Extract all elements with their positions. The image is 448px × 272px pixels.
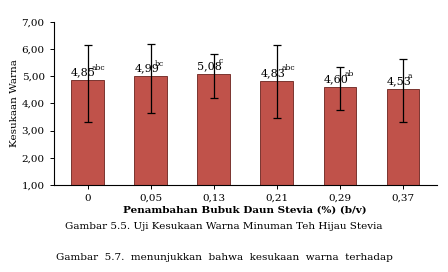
Text: a: a [407,72,412,80]
Text: abc: abc [92,64,106,72]
Text: abc: abc [281,64,295,72]
Text: 4,83: 4,83 [260,68,285,78]
Text: bc: bc [155,60,164,68]
Bar [134,76,167,212]
Text: Gambar  5.7.  menunjukkan  bahwa  kesukaan  warna  terhadap: Gambar 5.7. menunjukkan bahwa kesukaan w… [56,253,392,262]
Text: ab: ab [345,70,353,78]
Y-axis label: Kesukaan Warna: Kesukaan Warna [10,59,19,147]
Text: 4,60: 4,60 [323,74,349,84]
X-axis label: Penambahan Bubuk Daun Stevia (%) (b/v): Penambahan Bubuk Daun Stevia (%) (b/v) [124,206,367,215]
Bar [387,89,419,212]
Text: 4,85: 4,85 [71,67,96,78]
Bar [197,74,230,212]
Text: 4,99: 4,99 [134,64,159,74]
Bar [323,87,356,212]
Text: c: c [218,57,222,65]
Bar [71,80,104,212]
Text: Gambar 5.5. Uji Kesukaan Warna Minuman Teh Hijau Stevia: Gambar 5.5. Uji Kesukaan Warna Minuman T… [65,222,383,231]
Bar [260,81,293,212]
Text: 4,53: 4,53 [387,76,411,86]
Text: 5,08: 5,08 [197,61,222,71]
